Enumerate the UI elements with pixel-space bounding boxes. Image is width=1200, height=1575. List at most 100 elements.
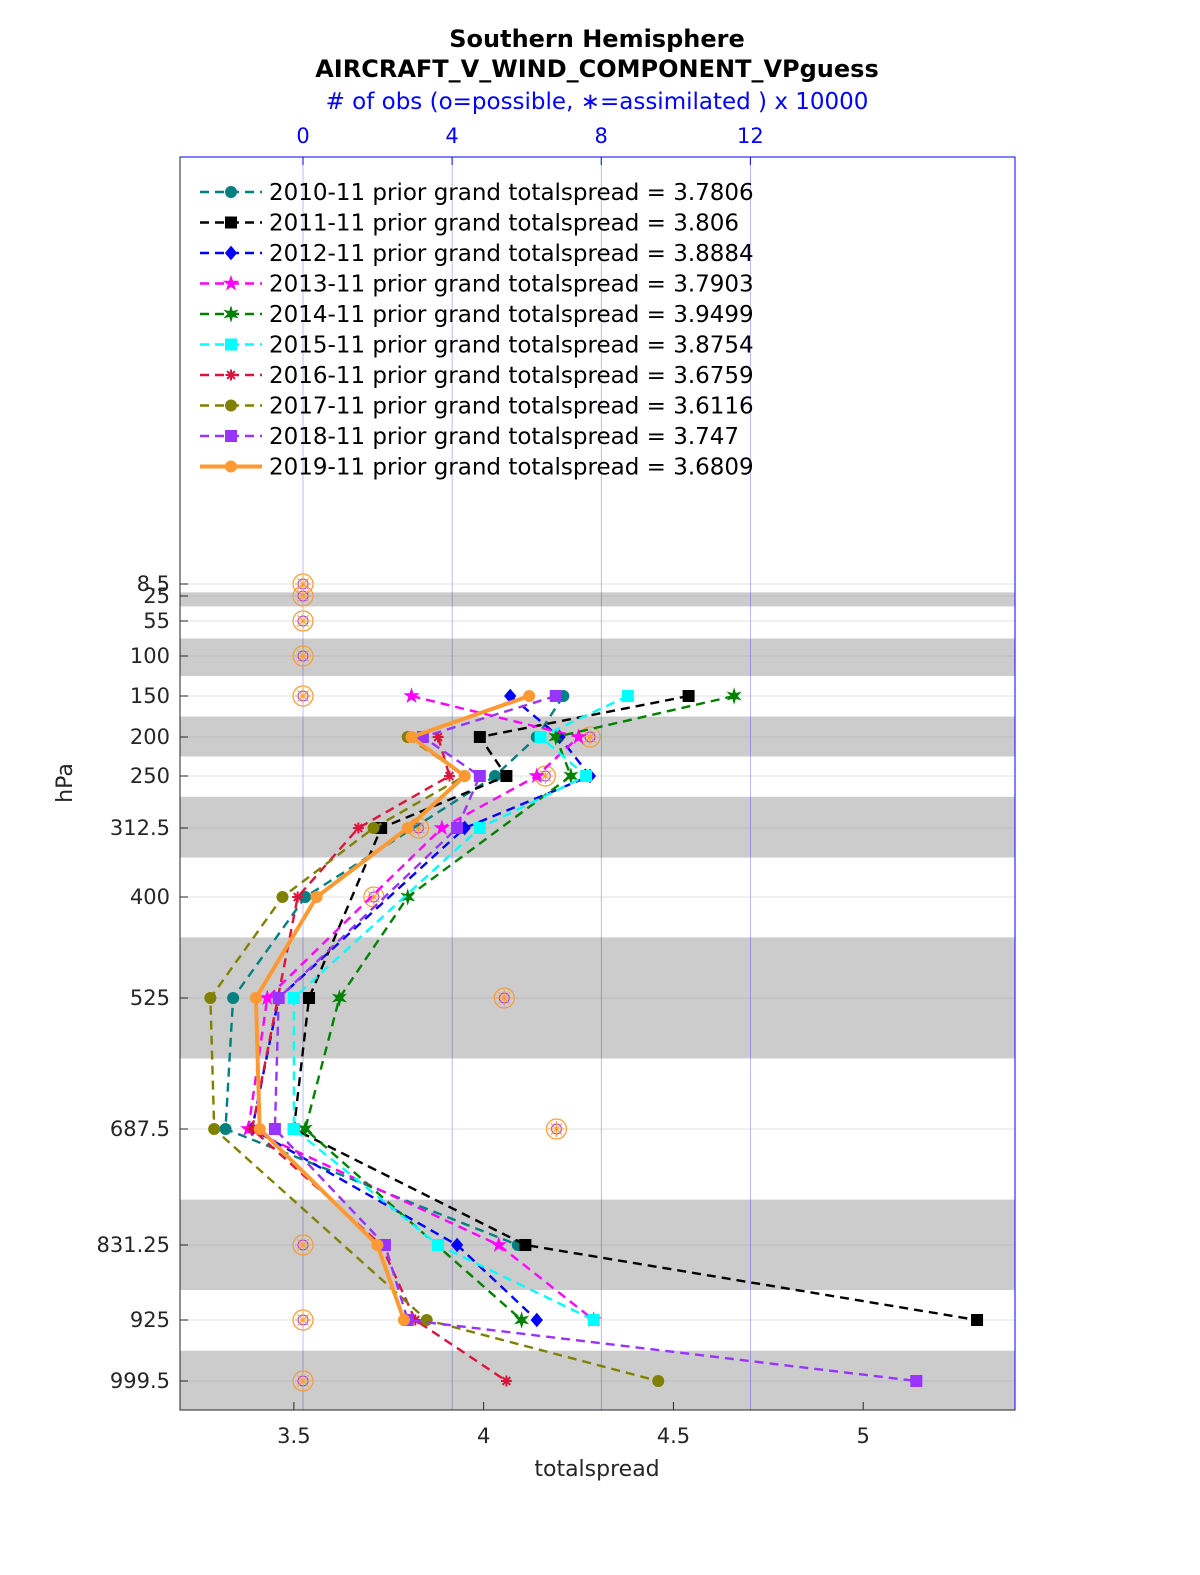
chart-title: Southern Hemisphere bbox=[449, 25, 745, 53]
legend-marker-0 bbox=[225, 186, 237, 198]
series-5-point-3 bbox=[473, 822, 486, 834]
obs-possible-10 bbox=[545, 1118, 568, 1140]
series-9 bbox=[249, 690, 536, 1326]
series-8-point-5 bbox=[268, 1123, 281, 1135]
series-1-point-4 bbox=[303, 992, 316, 1004]
series-2-point-6 bbox=[450, 1237, 464, 1253]
series-1-point-7 bbox=[971, 1314, 984, 1326]
y-tick-label-9: 525 bbox=[130, 986, 170, 1010]
series-8 bbox=[268, 690, 923, 1387]
legend-marker-5 bbox=[225, 338, 237, 351]
series-5-point-7 bbox=[587, 1314, 600, 1326]
series-8-point-4 bbox=[272, 992, 285, 1004]
x-tick-label-0: 3.5 bbox=[277, 1424, 310, 1448]
obs-assimilated-2 bbox=[295, 613, 312, 629]
obs-assimilated-7 bbox=[410, 820, 427, 836]
series-5-point-6 bbox=[432, 1239, 445, 1251]
y-tick-label-1: 25 bbox=[143, 584, 170, 608]
obs-assimilated-5 bbox=[582, 729, 599, 745]
series-6-point-7 bbox=[500, 1375, 512, 1387]
legend-label-3: 2013-11 prior grand totalspread = 3.7903 bbox=[269, 272, 754, 298]
legend-marker-6 bbox=[225, 369, 237, 381]
y-tick-label-2: 55 bbox=[143, 609, 170, 633]
series-3-point-6 bbox=[490, 1236, 508, 1252]
obs-assimilated-9 bbox=[496, 990, 513, 1006]
series-lines bbox=[204, 687, 984, 1387]
legend-marker-9 bbox=[225, 460, 237, 473]
legend-marker-1 bbox=[225, 216, 237, 229]
series-5 bbox=[287, 690, 634, 1326]
y-tick-label-6: 250 bbox=[130, 764, 170, 788]
series-8-point-8 bbox=[910, 1375, 923, 1387]
series-9-point-2 bbox=[458, 770, 471, 782]
series-1-point-6 bbox=[519, 1239, 532, 1251]
legend-label-5: 2015-11 prior grand totalspread = 3.8754 bbox=[269, 333, 754, 359]
series-6-point-1 bbox=[443, 770, 455, 782]
series-9-point-5 bbox=[249, 992, 262, 1004]
series-8-point-3 bbox=[451, 822, 464, 834]
series-0-point-5 bbox=[219, 1123, 232, 1135]
series-line-1 bbox=[292, 694, 978, 1322]
legend-label-4: 2014-11 prior grand totalspread = 3.9499 bbox=[269, 302, 754, 328]
legend: 2010-11 prior grand totalspread = 3.7806… bbox=[200, 180, 754, 481]
series-3-point-2 bbox=[528, 767, 545, 783]
legend-label-7: 2017-11 prior grand totalspread = 3.6116 bbox=[269, 394, 754, 420]
top-tick-label-3: 12 bbox=[737, 124, 764, 148]
legend-marker-8 bbox=[225, 430, 237, 442]
series-8-point-0 bbox=[549, 690, 562, 702]
series-4 bbox=[297, 687, 742, 1329]
series-6-point-4 bbox=[246, 1123, 258, 1135]
series-6-point-3 bbox=[292, 891, 304, 903]
shaded-band-3 bbox=[180, 796, 1015, 858]
series-9-point-0 bbox=[523, 690, 536, 702]
series-line-5 bbox=[292, 694, 629, 1322]
x-tick-label-1: 4 bbox=[477, 1424, 490, 1448]
series-8-point-2 bbox=[473, 770, 486, 782]
series-line-2 bbox=[250, 695, 592, 1321]
obs-assimilated-1 bbox=[295, 588, 312, 604]
top-tick-labels: 0 4 8 12 bbox=[296, 124, 764, 165]
grid-lines bbox=[180, 157, 1015, 1410]
series-4-point-1 bbox=[548, 728, 564, 746]
legend-label-2: 2012-11 prior grand totalspread = 3.8884 bbox=[269, 241, 754, 267]
x-tick-label-2: 4.5 bbox=[657, 1424, 690, 1448]
series-3-point-3 bbox=[433, 819, 450, 835]
legend-label-9: 2019-11 prior grand totalspread = 3.6809 bbox=[269, 455, 754, 481]
legend-label-6: 2016-11 prior grand totalspread = 3.6759 bbox=[269, 363, 754, 389]
y-tick-label-11: 831.25 bbox=[97, 1233, 170, 1257]
series-5-point-2 bbox=[580, 770, 593, 782]
series-9-point-7 bbox=[371, 1239, 384, 1251]
y-tick-label-10: 687.5 bbox=[110, 1117, 170, 1141]
y-tick-label-4: 150 bbox=[130, 684, 170, 708]
shaded-band-0 bbox=[180, 592, 1015, 607]
y-tick-label-0: 8.5 bbox=[137, 572, 170, 596]
series-4-point-0 bbox=[726, 687, 742, 705]
series-3-point-0 bbox=[403, 687, 420, 703]
series-5-point-1 bbox=[534, 731, 547, 743]
series-9-point-3 bbox=[401, 822, 414, 834]
series-3-point-1 bbox=[570, 728, 587, 744]
series-0-point-4 bbox=[227, 992, 240, 1004]
obs-assimilated-3 bbox=[295, 648, 312, 664]
series-4-point-6 bbox=[513, 1311, 530, 1329]
legend-label-0: 2010-11 prior grand totalspread = 3.7806 bbox=[269, 180, 754, 206]
legend-label-8: 2018-11 prior grand totalspread = 3.747 bbox=[269, 424, 739, 450]
series-7-point-4 bbox=[204, 992, 217, 1004]
y-tick-label-5: 200 bbox=[130, 725, 170, 749]
legend-marker-2 bbox=[224, 245, 238, 261]
obs-possible-13 bbox=[292, 1370, 314, 1392]
obs-possible-4 bbox=[292, 685, 314, 707]
legend-marker-3 bbox=[222, 274, 240, 291]
obs-assimilated-12 bbox=[295, 1312, 312, 1328]
series-9-point-1 bbox=[405, 731, 418, 743]
obs-assimilated-13 bbox=[295, 1373, 312, 1389]
series-9-point-6 bbox=[253, 1123, 266, 1135]
series-5-point-0 bbox=[621, 690, 634, 702]
y-tick-label-7: 312.5 bbox=[110, 816, 170, 840]
obs-possible-11 bbox=[292, 1234, 314, 1256]
obs-assimilated-4 bbox=[295, 688, 312, 704]
y-tick-label-12: 925 bbox=[130, 1308, 170, 1332]
